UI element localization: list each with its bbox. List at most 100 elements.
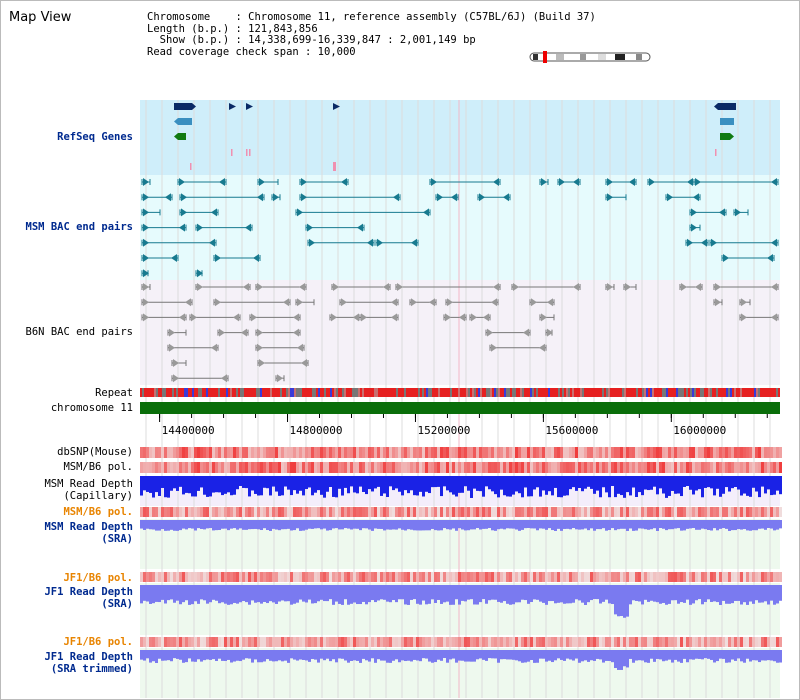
repeat-block <box>650 388 652 397</box>
repeat-block <box>500 388 502 397</box>
track-label-chromosome[interactable]: chromosome 11 <box>50 402 133 414</box>
msm-depth-bar <box>728 476 731 492</box>
jf1-pol2-cell <box>191 637 194 647</box>
jf1-sra-depth-bar <box>605 585 608 600</box>
jf1-sra-depth-bar <box>566 585 569 604</box>
jf1-pol-cell <box>290 572 293 582</box>
msm-pol-cell <box>506 462 509 473</box>
dbsnp-cell <box>494 447 497 458</box>
dbsnp-cell <box>161 447 164 458</box>
track-label-msm-pol-2[interactable]: MSM/B6 pol. <box>63 506 133 518</box>
jf1-trim-depth-bar <box>221 650 224 661</box>
jf1-sra-depth-bar <box>290 585 293 605</box>
track-label-msm-pol-1[interactable]: MSM/B6 pol. <box>63 461 133 473</box>
repeat-block <box>546 388 548 397</box>
msm-bac-end <box>143 254 149 262</box>
jf1-trim-depth-bar <box>386 650 389 663</box>
jf1-sra-depth-bar <box>395 585 398 603</box>
msm-pol-cell <box>173 462 176 473</box>
b6n-bac-end <box>353 313 359 322</box>
repeat-block <box>740 388 742 397</box>
jf1-trim-depth-bar <box>452 650 455 659</box>
msm-sra-depth-bar <box>464 520 467 531</box>
jf1-trim-depth-bar <box>479 650 482 659</box>
jf1-trim-depth-bar <box>527 650 530 662</box>
msm-pol-cell <box>683 462 686 473</box>
repeat-block <box>204 388 206 397</box>
jf1-sra-depth-bar <box>323 585 326 602</box>
jf1-pol2-cell <box>674 637 677 647</box>
dbsnp-cell <box>683 447 686 458</box>
msm-depth-bar <box>488 476 491 490</box>
jf1-trim-depth-bar <box>605 650 608 661</box>
track-label-repeat[interactable]: Repeat <box>95 387 133 399</box>
repeat-block <box>558 388 560 397</box>
track-label-refseq-genes[interactable]: RefSeq Genes <box>57 131 133 143</box>
msm-pol-cell <box>692 462 695 473</box>
jf1-trim-depth-bar <box>428 650 431 662</box>
jf1-trim-depth-bar <box>596 650 599 659</box>
jf1-trim-depth-bar <box>254 650 257 660</box>
msm-pol2-cell <box>284 507 287 517</box>
jf1-trim-depth-bar <box>638 650 641 661</box>
msm-depth-bar <box>152 476 155 498</box>
repeat-block <box>606 388 608 397</box>
jf1-pol-cell <box>695 572 698 582</box>
jf1-sra-depth-bar <box>707 585 710 600</box>
track-label-dbsnp[interactable]: dbSNP(Mouse) <box>57 446 133 458</box>
repeat-block <box>760 388 762 397</box>
track-label-jf1-depth-trimmed[interactable]: JF1 Read Depth (SRA trimmed) <box>44 651 133 675</box>
jf1-pol-cell <box>671 572 674 582</box>
dbsnp-cell <box>302 447 305 458</box>
b6n-bac-end <box>391 313 397 322</box>
jf1-pol2-cell <box>383 637 386 647</box>
msm-pol-cell <box>647 462 650 473</box>
jf1-pol2-cell <box>179 637 182 647</box>
dbsnp-cell <box>743 447 746 458</box>
repeat-block <box>408 388 410 397</box>
msm-pol-cell <box>554 462 557 473</box>
msm-sra-depth-bar <box>488 520 491 529</box>
msm-sra-depth-bar <box>266 520 269 531</box>
jf1-trim-depth-bar <box>752 650 755 661</box>
track-label-jf1-pol-1[interactable]: JF1/B6 pol. <box>63 572 133 584</box>
refseq-gene-small <box>715 149 717 156</box>
jf1-trim-depth-bar <box>365 650 368 661</box>
jf1-pol2-cell <box>362 637 365 647</box>
msm-pol2-cell <box>191 507 194 517</box>
jf1-trim-depth-bar <box>737 650 740 659</box>
msm-sra-depth-bar <box>290 520 293 531</box>
msm-pol2-cell <box>686 507 689 517</box>
jf1-pol-cell <box>176 572 179 582</box>
msm-depth-bar <box>575 476 578 491</box>
jf1-sra-depth-bar <box>278 585 281 602</box>
repeat-block <box>172 388 174 397</box>
repeat-block <box>284 388 286 397</box>
refseq-gene <box>174 103 196 110</box>
msm-bac-end <box>143 178 149 186</box>
repeat-block <box>654 388 656 397</box>
jf1-pol2-cell <box>353 637 356 647</box>
jf1-trim-depth-bar <box>317 650 320 663</box>
track-label-jf1-pol-2[interactable]: JF1/B6 pol. <box>63 636 133 648</box>
jf1-trim-depth-bar <box>281 650 284 662</box>
repeat-block <box>162 388 164 397</box>
msm-pol-cell <box>311 462 314 473</box>
msm-sra-depth-bar <box>371 520 374 531</box>
jf1-sra-depth-bar <box>236 585 239 604</box>
jf1-pol2-cell <box>305 637 308 647</box>
track-label-msm-bac[interactable]: MSM BAC end pairs <box>25 221 133 233</box>
msm-pol-cell <box>371 462 374 473</box>
dbsnp-cell <box>575 447 578 458</box>
track-label-msm-depth-sra[interactable]: MSM Read Depth (SRA) <box>44 521 133 545</box>
msm-bac-end <box>629 178 635 186</box>
track-label-b6n-bac[interactable]: B6N BAC end pairs <box>25 326 133 338</box>
jf1-sra-depth-bar <box>209 585 212 603</box>
repeat-block <box>526 388 528 397</box>
track-label-msm-depth-capillary[interactable]: MSM Read Depth (Capillary) <box>44 478 133 502</box>
track-label-jf1-depth-sra[interactable]: JF1 Read Depth (SRA) <box>44 586 133 610</box>
repeat-block <box>330 388 332 397</box>
jf1-pol2-cell <box>389 637 392 647</box>
jf1-pol-cell <box>245 572 248 582</box>
